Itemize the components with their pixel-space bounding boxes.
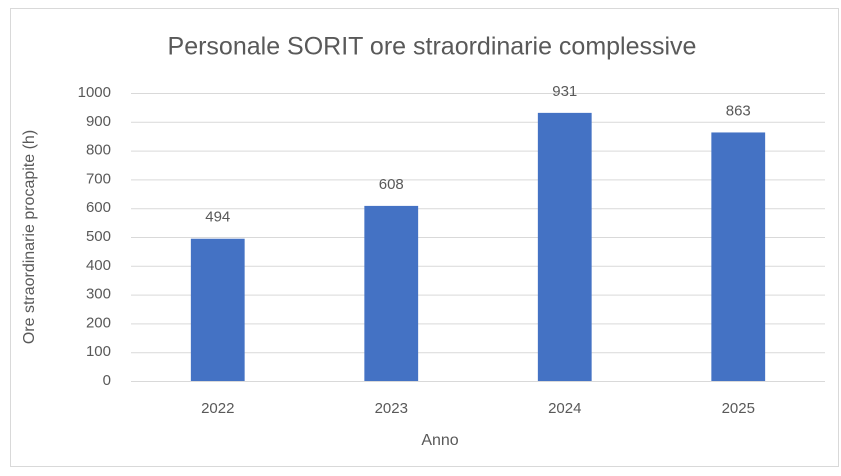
bar (711, 132, 766, 381)
y-tick-label: 500 (86, 228, 111, 245)
data-label: 494 (205, 209, 230, 226)
x-tick-label: 2024 (548, 400, 581, 417)
x-tick-label: 2022 (201, 400, 234, 417)
y-tick-label: 0 (103, 372, 111, 389)
y-tick-label: 1000 (78, 84, 111, 101)
y-tick-label: 900 (86, 113, 111, 130)
bar (364, 205, 419, 381)
x-axis-label: Anno (421, 432, 458, 449)
y-tick-label: 300 (86, 286, 111, 303)
y-tick-label: 800 (86, 142, 111, 159)
bar (190, 238, 245, 381)
y-tick-label: 600 (86, 199, 111, 216)
chart-title: Personale SORIT ore straordinarie comple… (168, 33, 697, 61)
y-tick-label: 200 (86, 314, 111, 331)
data-label: 608 (379, 176, 404, 193)
data-label: 931 (552, 83, 577, 100)
bar (537, 112, 592, 381)
y-axis-label: Ore straordinarie procapite (h) (21, 130, 38, 344)
y-tick-label: 700 (86, 170, 111, 187)
x-tick-label: 2023 (375, 400, 408, 417)
data-label: 863 (726, 102, 751, 119)
y-tick-label: 400 (86, 257, 111, 274)
x-tick-label: 2025 (722, 400, 755, 417)
y-tick-label: 100 (86, 343, 111, 360)
